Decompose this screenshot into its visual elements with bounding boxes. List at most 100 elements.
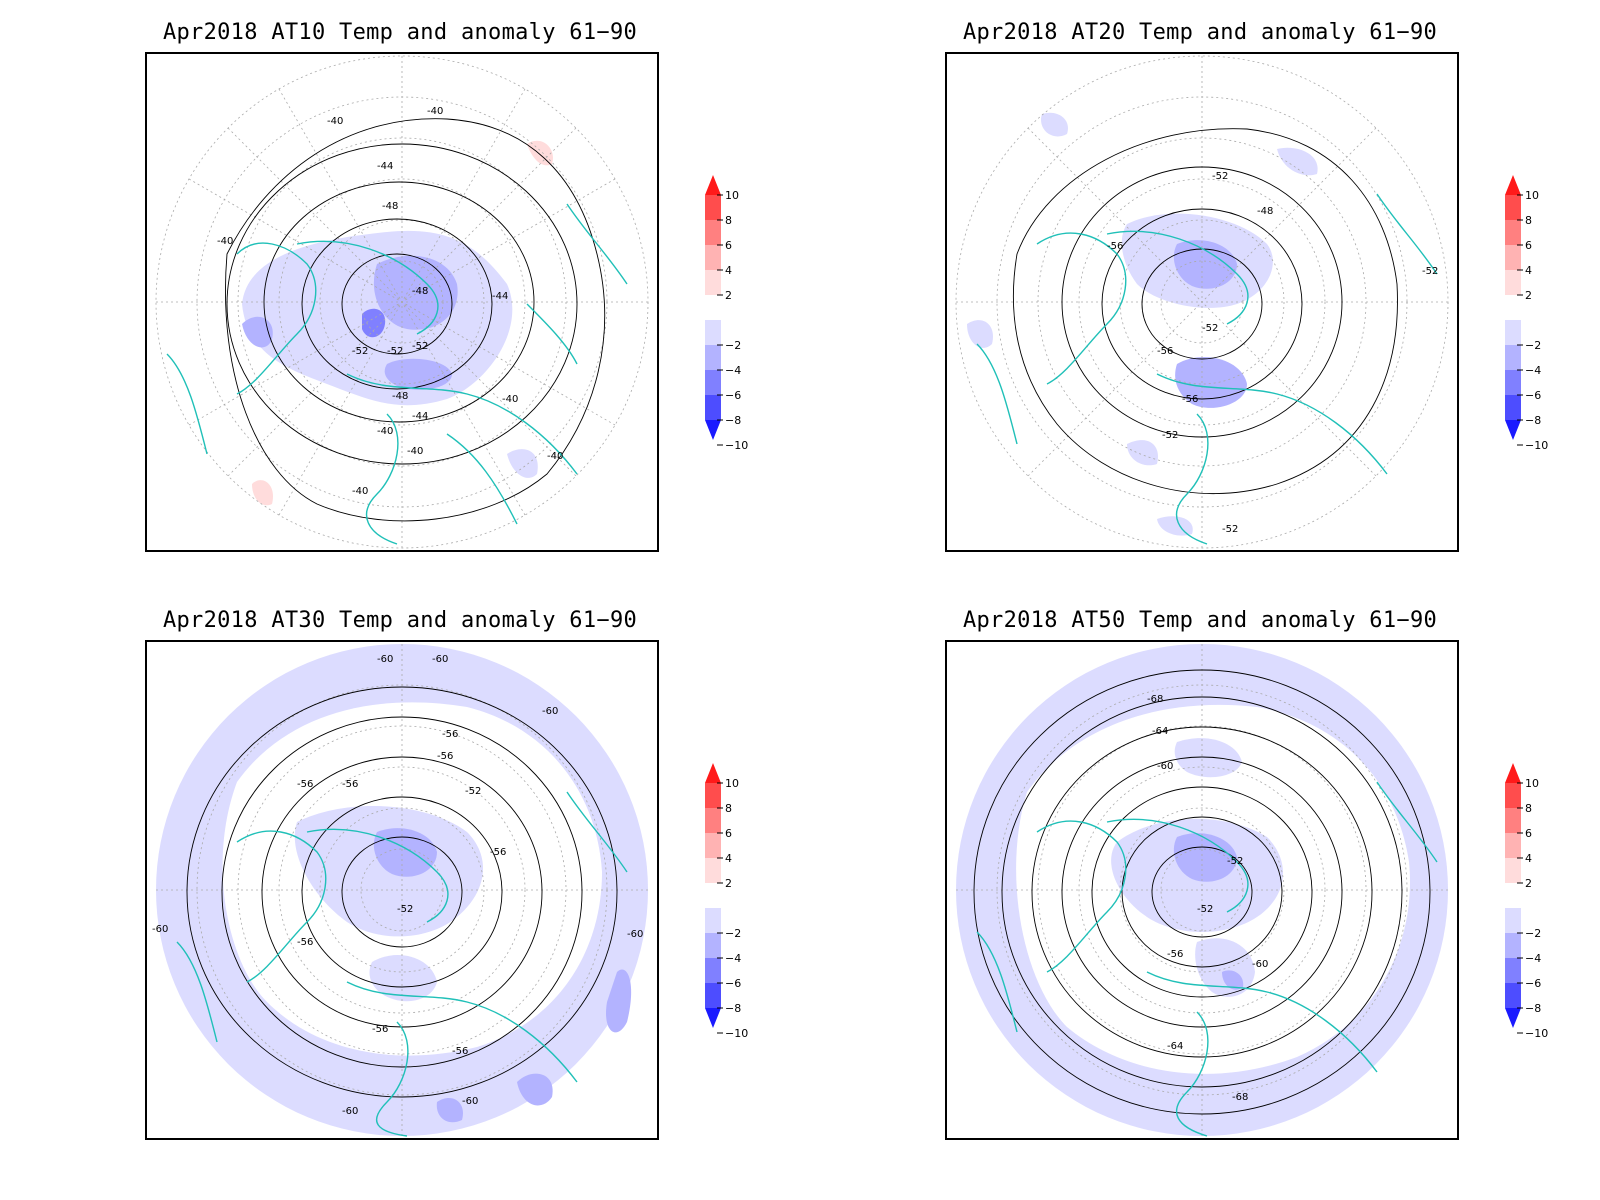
contour-label: -60 <box>342 1106 358 1117</box>
colorbar-segment <box>705 220 721 245</box>
contour-label: -48 <box>1257 206 1273 217</box>
contour-label: -40 <box>407 446 423 457</box>
colorbar-segment <box>1505 370 1521 395</box>
colorbar-segment <box>705 783 721 808</box>
colorbar-tick-label: −2 <box>1525 339 1541 352</box>
colorbar-tick-label: −6 <box>1525 977 1541 990</box>
colorbar-segment <box>705 395 721 420</box>
contour-label: -56 <box>342 779 358 790</box>
colorbar-tick-label: 2 <box>1525 877 1532 890</box>
panel-at20: Apr2018 AT20 Temp and anomaly 61−90 <box>800 0 1600 600</box>
contour-label: -44 <box>377 161 393 172</box>
colorbar-arrow-bottom <box>705 1008 721 1028</box>
contour-label: -56 <box>372 1024 388 1035</box>
colorbar-arrow-top <box>1505 763 1521 783</box>
contour-label: -60 <box>377 654 393 665</box>
colorbar-segment <box>1505 858 1521 883</box>
contour-label: -52 <box>1202 323 1218 334</box>
colorbar-arrow-bottom <box>1505 420 1521 440</box>
contour-label: -52 <box>1162 430 1178 441</box>
contour-label: -56 <box>442 729 458 740</box>
colorbar-arrow-bottom <box>1505 1008 1521 1028</box>
colorbar-tick-label: 10 <box>725 189 739 202</box>
contour-label: -60 <box>432 654 448 665</box>
contour-labels: -40 -40 -40 -44 -44 -48 -48 -48 -52 -52 … <box>217 106 563 497</box>
polar-map: -52 -48 -56 -52 -56 -56 -52 -52 -52 <box>945 52 1459 552</box>
map-svg: -60 -60 -60 -56 -56 -56 -56 -52 -56 -52 … <box>152 644 648 1137</box>
colorbar-segment <box>1505 245 1521 270</box>
colorbar-segment <box>705 858 721 883</box>
anomaly-colorbar: 10 8 6 4 2 −2 −4 −6 −8 −10 <box>1505 763 1585 1053</box>
colorbar-segment <box>1505 883 1521 908</box>
colorbar-segment <box>705 933 721 958</box>
colorbar-tick-label: −8 <box>725 1002 741 1015</box>
colorbar-segment <box>1505 295 1521 320</box>
graticule <box>956 644 1448 1136</box>
contour-label: -48 <box>382 201 398 212</box>
colorbar-tick-label: 6 <box>725 239 732 252</box>
colorbar-svg: 10 8 6 4 2 −2 −4 −6 −8 −10 <box>705 763 748 1040</box>
colorbar-tick-label: 6 <box>725 827 732 840</box>
colorbar-segment <box>1505 395 1521 420</box>
contour-label: -52 <box>1212 171 1228 182</box>
contour-label: -40 <box>217 236 233 247</box>
colorbar-segment <box>705 883 721 908</box>
colorbar-tick-label: −4 <box>1525 364 1541 377</box>
contour-label: -64 <box>1152 726 1168 737</box>
colorbar-segment <box>705 908 721 933</box>
contour-labels: -60 -60 -60 -56 -56 -56 -56 -52 -56 -52 … <box>152 654 643 1117</box>
colorbar-arrow-top <box>705 763 721 783</box>
anomaly-shading <box>967 112 1318 536</box>
colorbar-tick-label: 8 <box>1525 214 1532 227</box>
colorbar-segment <box>705 320 721 345</box>
temperature-contours <box>225 118 606 522</box>
colorbar-tick-label: 4 <box>1525 264 1532 277</box>
colorbar-segment <box>705 833 721 858</box>
colorbar-segment <box>1505 958 1521 983</box>
contour-label: -48 <box>392 391 408 402</box>
anomaly-shading <box>956 644 1448 1136</box>
contour-label: -56 <box>297 937 313 948</box>
coastlines <box>176 791 628 1137</box>
colorbar-tick-label: −4 <box>725 952 741 965</box>
map-svg: -68 -64 -60 -52 -52 -56 -60 -64 -68 <box>956 644 1448 1137</box>
panel-at10: Apr2018 AT10 Temp and anomaly 61−90 <box>0 0 800 600</box>
colorbar-segment <box>1505 195 1521 220</box>
colorbar-svg: 10 8 6 4 2 −2 −4 −6 −8 −10 <box>1505 763 1548 1040</box>
colorbar-tick-label: 2 <box>725 877 732 890</box>
colorbar-segment <box>1505 320 1521 345</box>
colorbar-segment <box>705 245 721 270</box>
colorbar-tick-label: 4 <box>725 852 732 865</box>
colorbar-segment <box>705 983 721 1008</box>
colorbar-tick-label: 8 <box>1525 802 1532 815</box>
contour-label: -40 <box>352 486 368 497</box>
coastlines <box>976 781 1438 1137</box>
colorbar-segment <box>1505 933 1521 958</box>
colorbar-segment <box>705 270 721 295</box>
contour-label: -40 <box>427 106 443 117</box>
contour-label: -56 <box>437 751 453 762</box>
colorbar-tick-label: 10 <box>1525 189 1539 202</box>
contour-label: -40 <box>327 116 343 127</box>
contour-label: -56 <box>1167 949 1183 960</box>
colorbar-segment <box>1505 808 1521 833</box>
contour-label: -44 <box>492 291 508 302</box>
colorbar-svg: 10 8 6 4 2 −2 −4 −6 −8 −10 <box>1505 175 1548 452</box>
colorbar-tick-label: −10 <box>725 1027 748 1040</box>
colorbar-arrow-top <box>705 175 721 195</box>
contour-label: -60 <box>1157 761 1173 772</box>
colorbar-tick-label: −6 <box>725 389 741 402</box>
anomaly-colorbar: 10 8 6 4 2 −2 −4 −6 −8 −10 <box>705 175 785 465</box>
colorbar-tick-label: −4 <box>1525 952 1541 965</box>
colorbar-tick-label: 2 <box>725 289 732 302</box>
contour-label: -60 <box>462 1096 478 1107</box>
contour-label: -64 <box>1167 1041 1183 1052</box>
colorbar-tick-label: −4 <box>725 364 741 377</box>
contour-label: -52 <box>352 346 368 357</box>
colorbar-tick-label: −6 <box>1525 389 1541 402</box>
contour-label: -52 <box>1222 524 1238 535</box>
polar-map: -60 -60 -60 -56 -56 -56 -56 -52 -56 -52 … <box>145 640 659 1140</box>
anomaly-shading <box>242 140 553 506</box>
contour-label: -40 <box>547 451 563 462</box>
colorbar-tick-label: 6 <box>1525 827 1532 840</box>
